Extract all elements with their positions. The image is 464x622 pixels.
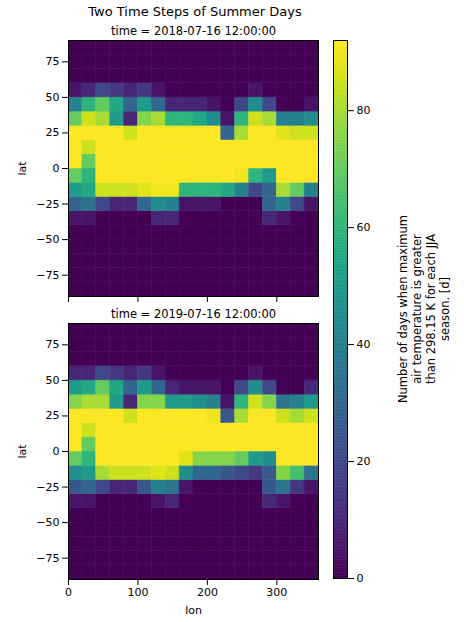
svg-text:50: 50 xyxy=(46,374,60,387)
svg-text:−25: −25 xyxy=(36,198,59,211)
svg-text:75: 75 xyxy=(46,55,60,68)
svg-text:lat: lat xyxy=(16,161,29,176)
svg-text:−50: −50 xyxy=(36,233,59,246)
svg-text:0: 0 xyxy=(357,572,364,585)
svg-text:−75: −75 xyxy=(36,269,59,282)
html-text:Number of days when maximum: Number of days when maximum xyxy=(396,215,410,403)
svg-text:50: 50 xyxy=(46,91,60,104)
svg-text:200: 200 xyxy=(197,586,218,599)
html-text:air temperature is greater: air temperature is greater xyxy=(410,234,424,384)
svg-text:25: 25 xyxy=(46,409,60,422)
svg-text:time = 2018-07-16 12:00:00: time = 2018-07-16 12:00:00 xyxy=(111,24,276,38)
svg-text:lat: lat xyxy=(16,444,29,459)
svg-text:−75: −75 xyxy=(36,552,59,565)
svg-text:25: 25 xyxy=(46,126,60,139)
svg-text:300: 300 xyxy=(266,586,287,599)
svg-text:40: 40 xyxy=(357,338,371,351)
svg-text:20: 20 xyxy=(357,455,371,468)
svg-text:0: 0 xyxy=(53,162,60,175)
svg-text:−50: −50 xyxy=(36,516,59,529)
svg-text:0: 0 xyxy=(65,586,72,599)
html-text:season. [d]: season. [d] xyxy=(438,277,452,341)
html-text:than 298.15 K for each JJA: than 298.15 K for each JJA xyxy=(424,233,438,385)
svg-text:0: 0 xyxy=(53,445,60,458)
svg-text:−25: −25 xyxy=(36,481,59,494)
svg-text:lon: lon xyxy=(185,604,202,617)
html-text:Two Time Steps of Summer Days: Two Time Steps of Summer Days xyxy=(88,4,302,19)
svg-text:60: 60 xyxy=(357,221,371,234)
svg-text:100: 100 xyxy=(127,586,148,599)
svg-text:80: 80 xyxy=(357,104,371,117)
svg-text:75: 75 xyxy=(46,338,60,351)
svg-text:time = 2019-07-16 12:00:00: time = 2019-07-16 12:00:00 xyxy=(111,307,276,321)
